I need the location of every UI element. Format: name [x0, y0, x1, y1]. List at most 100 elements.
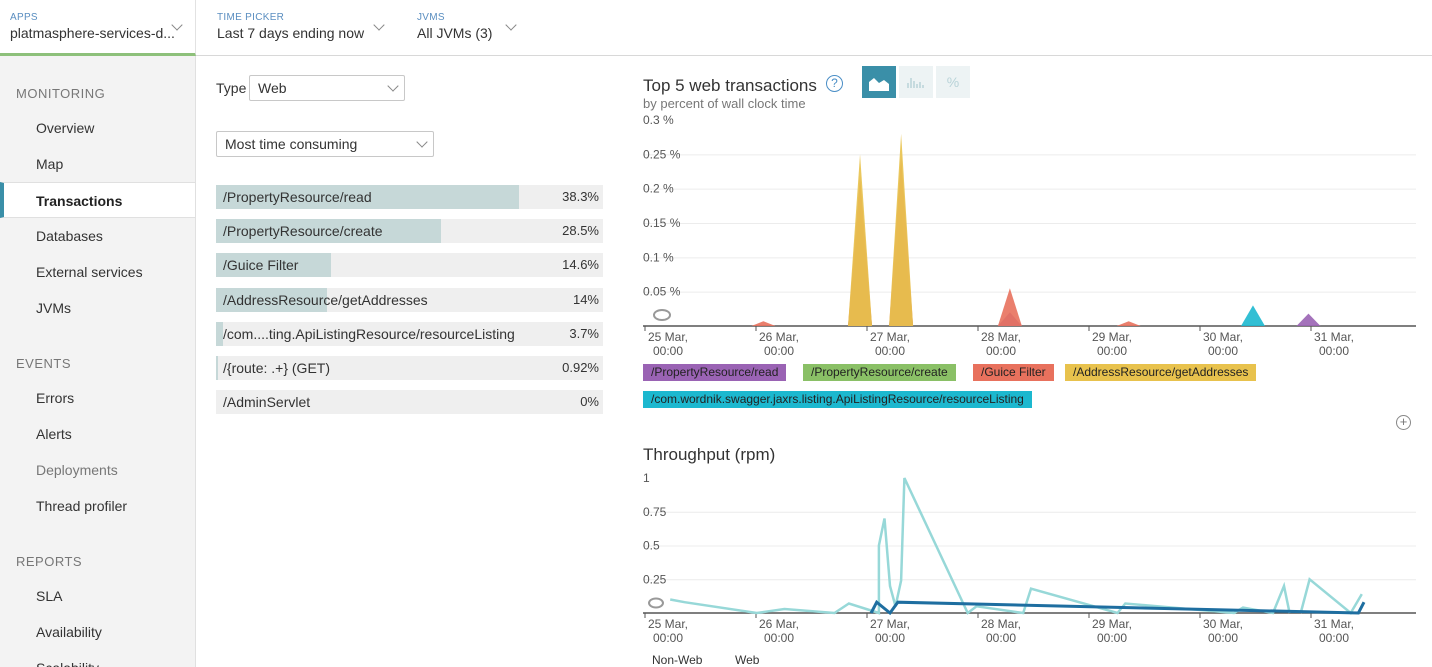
top-bar: APPS platmasphere-services-d... TIME PIC…	[0, 0, 1432, 56]
sidebar-item-map[interactable]: Map	[36, 156, 64, 172]
x-tick-label: 00:00	[1319, 344, 1349, 358]
transaction-bar	[216, 219, 442, 244]
transaction-name: /AdminServlet	[223, 394, 311, 411]
x-tick-label: 26 Mar,	[759, 617, 799, 631]
transaction-percent: 0.92%	[562, 359, 599, 375]
throughput-chart-title: Throughput (rpm)	[643, 445, 776, 464]
area-spike	[848, 154, 873, 326]
y-tick-label: 0.2 %	[643, 182, 674, 196]
transaction-percent: 28.5%	[562, 223, 599, 239]
y-tick-label: 0.3 %	[643, 113, 674, 127]
jvms-picker[interactable]: JVMS All JVMs (3)	[417, 12, 517, 52]
type-select[interactable]: Web	[249, 75, 405, 101]
eye-icon	[653, 309, 671, 321]
transaction-name: /Guice Filter	[223, 257, 299, 274]
transaction-name: /PropertyResource/read	[223, 189, 372, 205]
x-tick-label: 00:00	[764, 344, 794, 358]
transaction-name: /com....ting.ApiListingResource/resource…	[223, 325, 515, 342]
x-tick-label: 29 Mar,	[1092, 617, 1132, 631]
apps-selector[interactable]: APPS platmasphere-services-d...	[0, 0, 196, 56]
x-tick-label: 31 Mar,	[1314, 330, 1354, 344]
sidebar-item-thread-profiler[interactable]: Thread profiler	[36, 498, 128, 514]
x-tick-label: 00:00	[986, 631, 1016, 645]
sidebar-item-scalability[interactable]: Scalability	[0, 650, 195, 667]
legend-web[interactable]: Web	[735, 653, 760, 667]
sidebar-item-errors[interactable]: Errors	[36, 390, 75, 406]
jvms-label: JVMS	[417, 12, 445, 23]
sidebar-item-databases[interactable]: Databases	[36, 228, 103, 244]
transaction-percent: 0%	[580, 394, 599, 410]
x-tick-label: 27 Mar,	[870, 330, 910, 344]
transaction-row[interactable]: /{route: .+} (GET) 0.92%	[216, 355, 603, 380]
x-tick-label: 00:00	[875, 631, 905, 645]
transaction-bar	[216, 253, 332, 278]
sidebar-item-availability[interactable]: Availability	[36, 624, 102, 640]
x-tick-label: 00:00	[653, 631, 683, 645]
x-tick-label: 25 Mar,	[648, 617, 688, 631]
time-picker[interactable]: TIME PICKER Last 7 days ending now	[217, 12, 387, 52]
sidebar-item-overview[interactable]: Overview	[36, 120, 95, 136]
x-tick-label: 00:00	[1208, 631, 1238, 645]
area-spike	[889, 133, 914, 326]
y-tick-label: 1	[643, 471, 650, 485]
monitoring-section-title: MONITORING	[16, 86, 106, 101]
y-tick-label: 0.25	[643, 572, 667, 586]
x-tick-label: 26 Mar,	[759, 330, 799, 344]
area-spike	[1296, 313, 1321, 326]
area-chart-toggle[interactable]	[862, 66, 896, 98]
x-tick-label: 27 Mar,	[870, 617, 910, 631]
transaction-name: /PropertyResource/create	[223, 223, 383, 240]
eye-icon	[648, 597, 664, 609]
legend-non-web[interactable]: Non-Web	[652, 653, 703, 667]
transaction-row[interactable]: /AddressResource/getAddresses 14%	[216, 287, 603, 312]
x-tick-label: 00:00	[1097, 344, 1127, 358]
transaction-row[interactable]: /Guice Filter 14.6%	[216, 253, 603, 278]
series-line	[869, 599, 1366, 616]
transaction-percent: 3.7%	[569, 325, 599, 341]
transaction-row[interactable]: /AdminServlet 0%	[216, 390, 603, 415]
x-tick-label: 25 Mar,	[648, 330, 688, 344]
x-tick-label: 29 Mar,	[1092, 330, 1132, 344]
area-spike	[997, 288, 1022, 326]
transaction-row[interactable]: /PropertyResource/create 28.5%	[216, 219, 603, 244]
legend-item[interactable]: /PropertyResource/read	[643, 364, 787, 381]
sort-select-value: Most time consuming	[225, 136, 358, 152]
legend-item[interactable]: /Guice Filter	[973, 364, 1054, 381]
series-line	[669, 477, 1363, 615]
sidebar-item-jvms[interactable]: JVMs	[36, 300, 71, 316]
sidebar-item-deployments[interactable]: Deployments	[36, 462, 118, 478]
transaction-row[interactable]: /com....ting.ApiListingResource/resource…	[216, 321, 603, 346]
y-tick-label: 0.25 %	[643, 147, 681, 161]
area-spike	[1240, 305, 1265, 326]
x-tick-label: 00:00	[875, 344, 905, 358]
top5-chart-subtitle: by percent of wall clock time	[643, 96, 806, 111]
legend-item[interactable]: /PropertyResource/create	[803, 364, 956, 381]
legend-item[interactable]: /com.wordnik.swagger.jaxrs.listing.ApiLi…	[643, 391, 1032, 408]
sort-select[interactable]: Most time consuming	[216, 131, 434, 157]
x-tick-label: 00:00	[986, 344, 1016, 358]
sidebar-item-alerts[interactable]: Alerts	[36, 426, 72, 442]
x-tick-label: 00:00	[1208, 344, 1238, 358]
transactions-list: /PropertyResource/read 38.3%/PropertyReso…	[216, 185, 603, 424]
transaction-row[interactable]: /PropertyResource/read 38.3%	[216, 185, 603, 209]
help-icon[interactable]: ?	[826, 75, 843, 92]
y-tick-label: 0.1 %	[643, 250, 674, 264]
y-tick-label: 0.05 %	[643, 285, 681, 299]
x-tick-label: 28 Mar,	[981, 617, 1021, 631]
histogram-toggle[interactable]	[899, 66, 933, 98]
sidebar-item-transactions[interactable]: Transactions	[0, 182, 195, 218]
x-tick-label: 00:00	[653, 344, 683, 358]
sidebar-item-external-services[interactable]: External services	[36, 264, 143, 280]
plus-icon[interactable]: +	[1396, 415, 1411, 430]
y-tick-label: 0.5	[643, 539, 660, 553]
transaction-percent: 38.3%	[562, 189, 599, 204]
transaction-bar	[216, 185, 520, 209]
apps-label: APPS	[10, 12, 38, 23]
legend-item[interactable]: /AddressResource/getAddresses	[1065, 364, 1257, 381]
x-tick-label: 00:00	[1319, 631, 1349, 645]
events-section-title: EVENTS	[16, 356, 72, 371]
top5-chart-title: Top 5 web transactions	[643, 76, 817, 95]
sidebar-item-sla[interactable]: SLA	[36, 588, 63, 604]
percent-toggle[interactable]: %	[936, 66, 970, 98]
